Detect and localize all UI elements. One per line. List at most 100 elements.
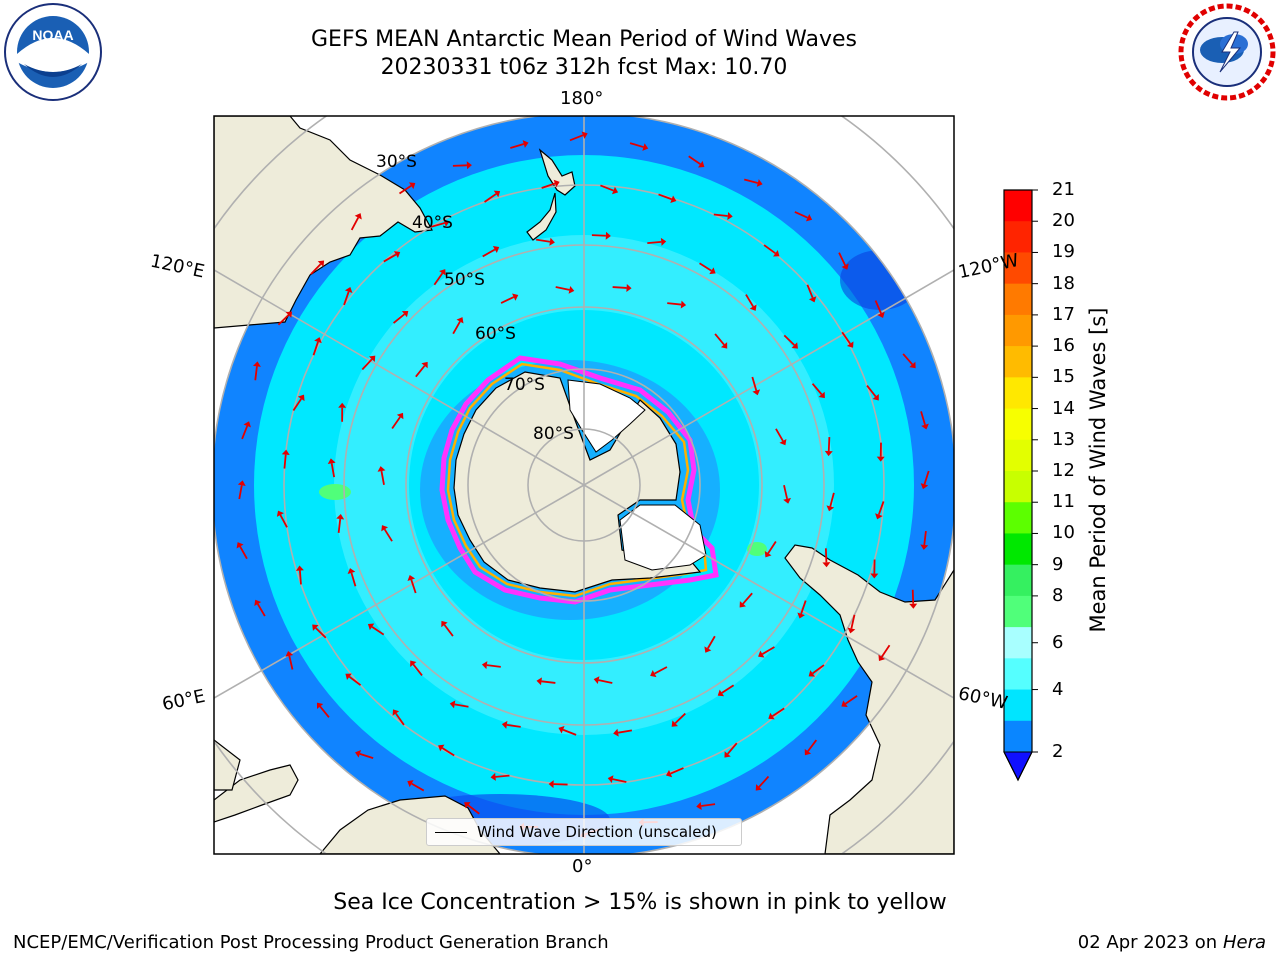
colorbar-segment	[1004, 190, 1032, 222]
latitude-label-70s: 70°S	[504, 375, 545, 395]
colorbar-tick-label: 11	[1052, 491, 1075, 513]
legend-line-sample	[435, 831, 467, 833]
wave-direction-arrow-head	[410, 660, 417, 667]
wave-direction-arrow-head	[847, 627, 856, 634]
wave-direction-arrow-shaft	[239, 546, 248, 560]
colorbar-tick-label: 10	[1052, 522, 1075, 544]
wave-direction-arrow-shaft	[410, 579, 417, 594]
wave-direction-arrow-head	[808, 670, 816, 677]
wave-direction-arrow-head	[297, 394, 305, 402]
wave-direction-arrow-head	[720, 342, 728, 349]
wave-direction-arrow-head	[558, 726, 565, 734]
wave-direction-arrow-shaft	[771, 707, 785, 717]
colorbar-segment	[1004, 533, 1032, 566]
wave-direction-arrow-head	[327, 458, 336, 465]
wave-direction-arrow-shaft	[361, 358, 373, 371]
wave-direction-arrow-head	[407, 574, 416, 581]
wave-direction-arrow-head	[826, 505, 835, 512]
wave-direction-arrow-shaft	[430, 222, 445, 228]
wave-direction-arrow-shaft	[535, 238, 551, 243]
wave-direction-arrow-head	[438, 744, 445, 752]
wave-direction-arrow-shaft	[824, 548, 828, 563]
wave-direction-arrow-shaft	[902, 353, 914, 366]
wave-direction-arrow-head	[568, 285, 575, 294]
wave-direction-arrow-shaft	[330, 463, 336, 478]
colorbar-tick-label: 8	[1052, 584, 1064, 606]
wave-direction-arrow-shaft	[598, 679, 613, 684]
colorbar-segment	[1004, 658, 1032, 691]
wave-direction-arrow-head	[808, 296, 817, 303]
wave-direction-arrow-head	[312, 624, 319, 631]
wave-direction-arrow-head	[877, 311, 885, 318]
colorbar-segment	[1004, 377, 1032, 410]
latitude-label-60s: 60°S	[475, 324, 516, 344]
wave-direction-arrow-head	[920, 483, 929, 490]
colorbar-segment	[1004, 439, 1032, 472]
colorbar-tick-label: 2	[1052, 741, 1064, 762]
legend-label: Wind Wave Direction (unscaled)	[477, 823, 717, 841]
wave-direction-arrow-head	[281, 449, 290, 456]
new-zealand-north	[538, 148, 576, 196]
wave-direction-arrow-shaft	[829, 492, 835, 507]
wave-direction-arrow-shaft	[279, 514, 288, 528]
wave-direction-arrow-head	[670, 195, 677, 204]
wave-direction-arrow-shaft	[283, 454, 287, 469]
wave-direction-arrow-shaft	[395, 712, 405, 726]
wave-direction-arrow-head	[846, 341, 854, 348]
wave-direction-arrow-shaft	[920, 411, 926, 426]
wave-direction-arrow-head	[314, 337, 322, 344]
wave-direction-arrow-head	[501, 720, 508, 729]
wave-direction-arrow-head	[439, 269, 446, 276]
wave-direction-arrow-shaft	[794, 211, 808, 219]
wave-direction-arrow-shaft	[783, 334, 795, 346]
wave-direction-arrow-head	[626, 283, 632, 292]
wave-direction-arrow-head	[536, 677, 542, 686]
wave-direction-arrow-shaft	[707, 635, 716, 649]
south-america-landmass	[784, 544, 954, 854]
wave-direction-arrow-shaft	[767, 541, 777, 554]
wave-direction-arrow-shaft	[348, 676, 362, 686]
wave-direction-arrow-head	[805, 214, 813, 222]
wave-direction-arrow-head	[717, 689, 725, 697]
wave-direction-arrow-shaft	[838, 252, 846, 266]
wave-direction-arrow-head	[338, 402, 347, 408]
wave-direction-arrow-head	[642, 143, 649, 151]
wave-direction-arrow-shaft	[647, 240, 662, 245]
wave-direction-arrow-shaft	[555, 286, 570, 291]
wave-direction-arrow-shaft	[667, 302, 682, 306]
graticule	[214, 116, 954, 854]
wave-direction-arrow-shaft	[467, 804, 480, 815]
wave-direction-arrow-shaft	[841, 331, 851, 345]
wave-direction-arrow-head	[841, 263, 849, 270]
wave-direction-arrow-shaft	[254, 366, 258, 381]
latitude-label-40s: 40°S	[412, 213, 453, 233]
wave-direction-arrow-head	[464, 802, 471, 809]
nws-logo	[1178, 3, 1276, 101]
wave-direction-arrow-head	[381, 525, 389, 532]
wave-direction-arrow-shaft	[745, 294, 754, 308]
wave-direction-arrow-shaft	[569, 134, 584, 142]
map-legend: Wind Wave Direction (unscaled)	[426, 818, 742, 846]
wave-direction-arrow-head	[252, 361, 261, 367]
wave-direction-arrow-head	[698, 160, 705, 168]
wave-direction-arrow-head	[392, 709, 400, 716]
wave-direction-arrow-shaft	[658, 193, 672, 201]
wave-direction-arrow-head	[739, 601, 746, 608]
wave-direction-arrow-shaft	[827, 437, 831, 452]
wave-direction-arrow-head	[758, 650, 765, 658]
latitude-label-50s: 50°S	[444, 270, 485, 290]
wave-direction-arrow-shaft	[674, 712, 686, 724]
longitude-label-0: 0°	[572, 856, 593, 877]
wave-direction-arrow-head	[367, 623, 375, 631]
colorbar	[1003, 189, 1038, 782]
wave-direction-arrow-shaft	[758, 775, 770, 788]
wave-direction-arrow-head	[237, 480, 246, 486]
wave-direction-arrow-shaft	[343, 291, 350, 306]
wave-direction-arrow-shaft	[392, 313, 405, 324]
wave-direction-arrow-head	[368, 355, 376, 362]
noaa-logo: NOAA	[4, 3, 102, 101]
wave-direction-arrow-shaft	[727, 742, 738, 755]
colorbar-segment	[1004, 252, 1032, 285]
wave-direction-arrow-head	[611, 186, 619, 195]
wave-direction-arrow-head	[875, 513, 883, 520]
